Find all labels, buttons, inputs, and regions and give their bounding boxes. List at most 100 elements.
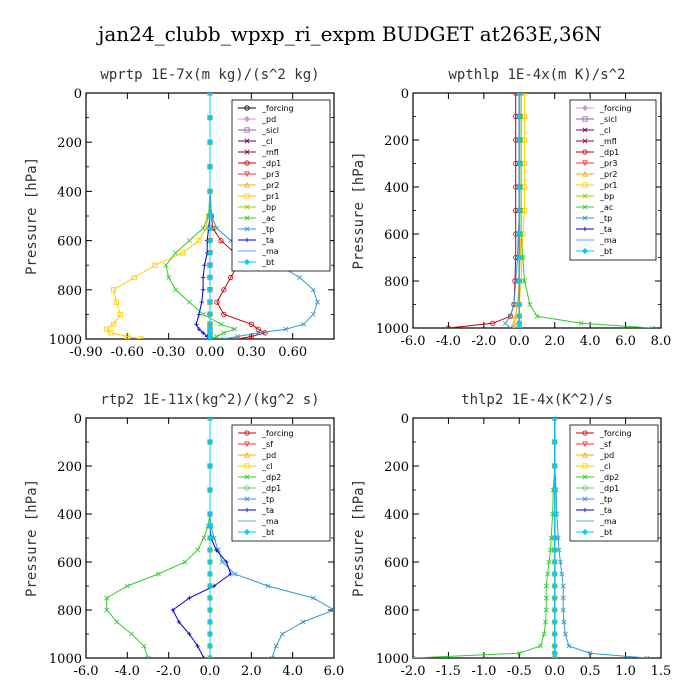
data-point [206, 534, 214, 542]
data-point [297, 275, 303, 280]
data-point [202, 263, 207, 268]
data-point [206, 618, 214, 626]
data-point [255, 330, 261, 336]
data-point [141, 643, 147, 649]
data-point [128, 631, 134, 637]
y-axis-label: Pressure [hPa] [351, 151, 367, 269]
series-bt [516, 93, 523, 328]
legend-marker [582, 451, 588, 458]
chart-panel-2: wpthlp 1E-4x(m K)/s^2 Pressure [hPa] 0 200 4… [351, 67, 671, 349]
x-tick-label: -0.30 [152, 345, 185, 360]
legend-label: _dp1 [261, 484, 281, 493]
data-point [516, 254, 523, 261]
x-tick-label: 0.30 [237, 345, 266, 360]
x-tick-label: -2.0 [471, 334, 496, 349]
legend-marker [244, 474, 250, 480]
data-point [413, 655, 416, 658]
data-point [516, 113, 523, 120]
data-point [543, 619, 548, 625]
y-tick-label: 200 [57, 136, 82, 151]
series-line [172, 418, 232, 658]
x-tick-label: -1.0 [471, 664, 496, 679]
series-ta [170, 418, 233, 658]
series-bt [206, 418, 214, 658]
x-tick-label: -0.60 [111, 345, 144, 360]
legend-label: _sf [261, 440, 273, 449]
data-point [206, 630, 214, 638]
data-point [176, 619, 182, 625]
legend-label: _tp [261, 225, 274, 234]
data-point [516, 301, 523, 308]
data-point [110, 287, 117, 293]
legend-label: _sicl [261, 126, 279, 135]
legend-label: _forcing [261, 429, 294, 438]
legend-label: _mfl [599, 137, 617, 146]
legend-label: _tp [261, 495, 274, 504]
legend-label: _bp [599, 192, 614, 201]
data-point [206, 93, 214, 97]
y-tick-label: 0 [401, 87, 409, 102]
data-point [228, 274, 234, 281]
data-point [219, 559, 225, 565]
data-point [331, 607, 334, 613]
legend-box [231, 424, 331, 542]
legend: _forcing _sf _pd _cl _dp2 _dp1 _tp _ta _ma _bt [231, 424, 331, 542]
legend-marker [582, 496, 588, 502]
legend-label: _dp1 [261, 159, 281, 168]
legend-label: _ac [261, 214, 275, 223]
legend-marker [244, 485, 250, 491]
legend-marker [582, 507, 588, 513]
data-point [221, 330, 227, 336]
x-tick-label: -4.0 [436, 334, 461, 349]
data-point [206, 286, 214, 293]
data-point [206, 249, 214, 257]
data-point [283, 326, 289, 332]
legend-marker [582, 215, 588, 221]
data-point [507, 325, 513, 328]
plot-area [413, 418, 650, 658]
data-point [117, 311, 124, 318]
data-point [200, 287, 206, 292]
data-point [513, 278, 519, 284]
y-tick-label: 400 [384, 181, 409, 196]
y-tick-label: 600 [384, 556, 409, 571]
data-point [110, 321, 117, 327]
data-point [557, 559, 563, 565]
series-bt [551, 418, 558, 658]
data-point [196, 237, 202, 244]
y-tick-label: 0 [74, 87, 82, 102]
data-point [186, 299, 192, 305]
y-axis-label: Pressure [hPa] [24, 157, 40, 275]
data-point [200, 225, 206, 231]
data-point [104, 595, 110, 601]
data-point [516, 313, 523, 320]
legend-label: _sf [599, 440, 611, 449]
y-tick-label: 1000 [376, 652, 409, 667]
data-point [206, 139, 214, 146]
legend-label: _ta [599, 225, 612, 234]
legend-marker [582, 441, 588, 448]
data-point [195, 547, 201, 553]
data-point [255, 326, 261, 332]
data-point [221, 336, 227, 339]
data-point [301, 321, 307, 327]
legend-marker [244, 171, 250, 178]
data-point [206, 654, 214, 658]
legend-marker [582, 182, 588, 188]
data-point [179, 250, 186, 256]
data-point [199, 299, 204, 305]
legend-label: _dp1 [599, 484, 619, 493]
y-tick-label: 600 [57, 556, 82, 571]
data-point [551, 534, 558, 542]
data-point [516, 277, 523, 285]
data-point [555, 535, 561, 541]
data-point [200, 275, 206, 280]
y-tick-label: 600 [384, 228, 409, 243]
legend-marker [244, 496, 250, 502]
data-point [551, 654, 558, 658]
data-point [551, 418, 558, 422]
series-dp2 [104, 418, 213, 658]
legend-label: _pr3 [599, 159, 617, 168]
y-tick-label: 1000 [49, 333, 82, 348]
data-point [511, 302, 517, 307]
